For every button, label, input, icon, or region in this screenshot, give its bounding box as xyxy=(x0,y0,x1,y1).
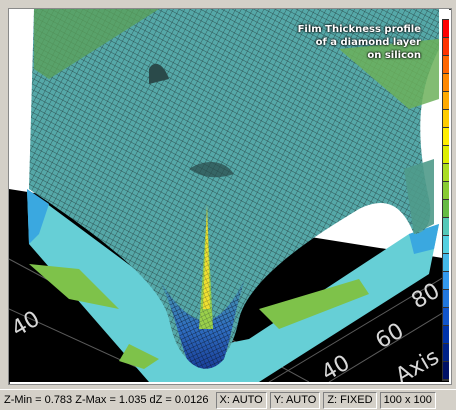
floor-plane xyxy=(27,189,439,382)
color-scale-segment xyxy=(443,254,449,272)
color-scale-segment xyxy=(443,236,449,254)
color-scale-segment xyxy=(443,38,449,56)
color-scale-segment xyxy=(443,218,449,236)
color-scale-segment xyxy=(443,74,449,92)
color-scale-segment xyxy=(443,146,449,164)
color-scale-segment xyxy=(443,308,449,326)
grid-size-button[interactable]: 100 x 100 xyxy=(379,391,436,409)
color-scale-segment xyxy=(443,128,449,146)
color-scale-bar xyxy=(442,19,449,381)
plot-title: Film Thickness profile of a diamond laye… xyxy=(251,23,421,62)
floor-green-right xyxy=(259,279,369,329)
plot-title-line-3: on silicon xyxy=(367,50,421,61)
surface-plot-svg: 40 40 60 80 Axis xyxy=(9,9,449,382)
plot-title-line-2: of a diamond layer xyxy=(315,37,421,48)
y-axis-mode-button[interactable]: Y: AUTO xyxy=(269,391,321,409)
status-bar: Z-Min = 0.783 Z-Max = 1.035 dZ = 0.0126 … xyxy=(0,389,456,410)
color-scale-segment xyxy=(443,272,449,290)
plot-title-line-1: Film Thickness profile xyxy=(297,24,421,35)
color-scale-segment xyxy=(443,290,449,308)
color-scale-segment xyxy=(443,56,449,74)
color-scale-segment xyxy=(443,92,449,110)
z-axis-mode-button[interactable]: Z: FIXED xyxy=(323,391,377,409)
color-scale-segment xyxy=(443,326,449,344)
color-scale-segment xyxy=(443,344,449,362)
surface-plot[interactable]: 40 40 60 80 Axis Film Thickness profile … xyxy=(9,9,449,382)
z-range-stats: Z-Min = 0.783 Z-Max = 1.035 dZ = 0.0126 xyxy=(4,394,209,406)
color-scale-segment xyxy=(443,164,449,182)
color-scale-segment xyxy=(443,182,449,200)
floor-green-left xyxy=(29,264,119,309)
color-scale-segment xyxy=(443,20,449,38)
x-axis-mode-button[interactable]: X: AUTO xyxy=(215,391,267,409)
color-scale-segment xyxy=(443,362,449,380)
color-scale-segment xyxy=(443,110,449,128)
color-scale-segment xyxy=(443,200,449,218)
